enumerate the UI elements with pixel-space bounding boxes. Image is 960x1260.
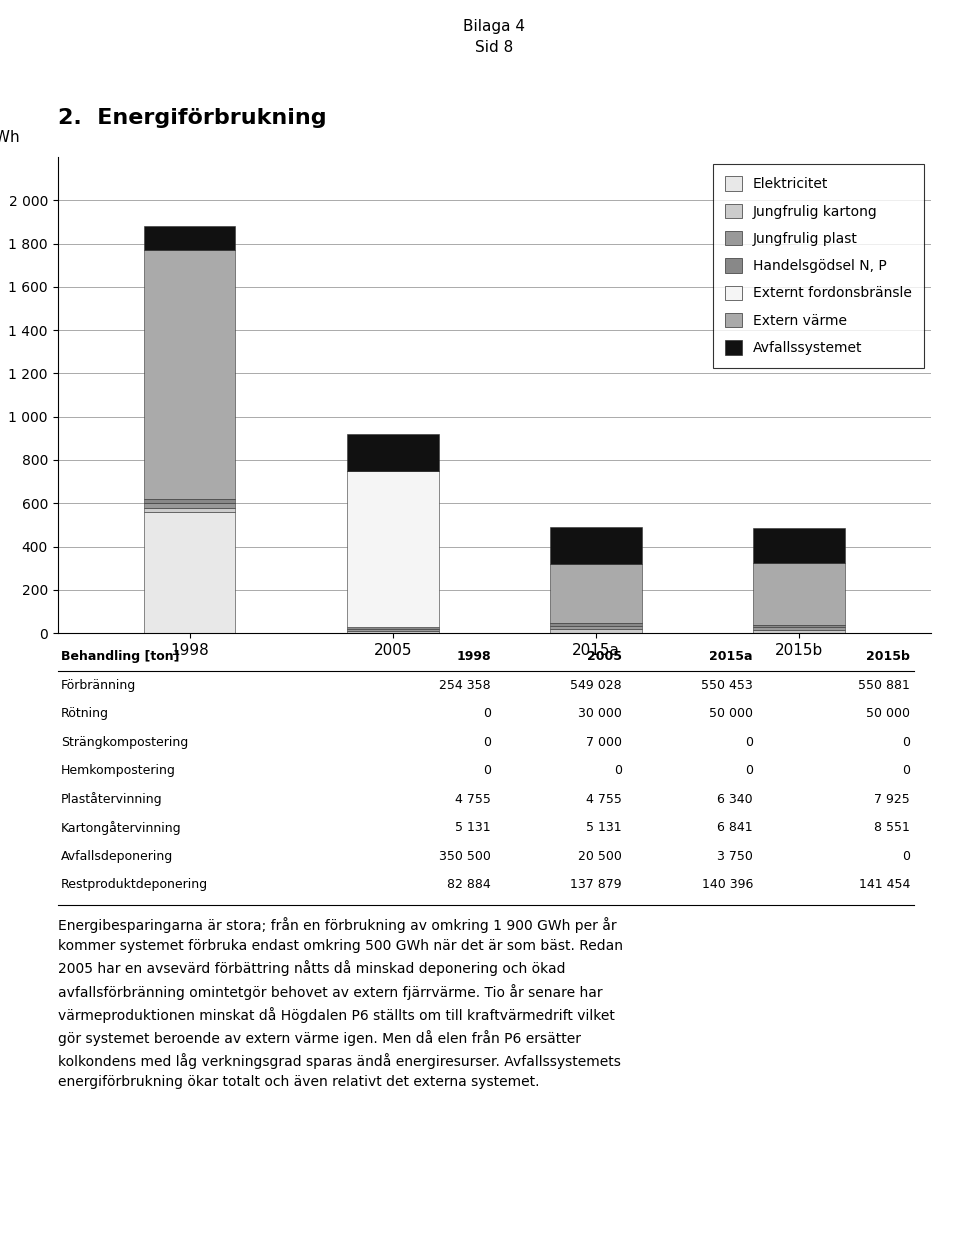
Text: 0: 0 (483, 765, 491, 777)
Text: Strängkompostering: Strängkompostering (61, 736, 188, 748)
Text: 2.  Energiförbrukning: 2. Energiförbrukning (58, 107, 326, 127)
Legend: Elektricitet, Jungfrulig kartong, Jungfrulig plast, Handelsgödsel N, P, Externt : Elektricitet, Jungfrulig kartong, Jungfr… (712, 164, 924, 368)
Text: 6 340: 6 340 (717, 793, 753, 805)
Bar (144, 227, 235, 249)
Bar (550, 564, 641, 624)
Text: 0: 0 (483, 707, 491, 721)
Bar (550, 527, 641, 564)
Text: Förbränning: Förbränning (61, 679, 136, 692)
Text: 8 551: 8 551 (875, 822, 910, 834)
Text: Energibesparingarna är stora; från en förbrukning av omkring 1 900 GWh per år
ko: Energibesparingarna är stora; från en fö… (58, 917, 623, 1089)
Text: 2015b: 2015b (866, 650, 910, 664)
Text: Avfallsdeponering: Avfallsdeponering (61, 849, 174, 863)
Bar (550, 629, 641, 633)
Text: 140 396: 140 396 (702, 878, 753, 891)
Bar (348, 626, 439, 629)
Text: 5 131: 5 131 (455, 822, 491, 834)
Bar (754, 627, 845, 630)
Text: 20 500: 20 500 (578, 849, 622, 863)
Bar (348, 631, 439, 633)
Text: 0: 0 (745, 765, 753, 777)
Bar (754, 630, 845, 633)
Bar (144, 512, 235, 633)
Text: 137 879: 137 879 (570, 878, 622, 891)
Text: 82 884: 82 884 (447, 878, 491, 891)
Text: 7 925: 7 925 (875, 793, 910, 805)
Text: 50 000: 50 000 (866, 707, 910, 721)
Text: Bilaga 4
Sid 8: Bilaga 4 Sid 8 (464, 19, 525, 55)
Text: 254 358: 254 358 (440, 679, 491, 692)
Text: 0: 0 (902, 765, 910, 777)
Text: 0: 0 (902, 849, 910, 863)
Text: 2015a: 2015a (709, 650, 753, 664)
Bar (754, 625, 845, 627)
Bar (348, 629, 439, 631)
Bar (550, 626, 641, 629)
Text: 0: 0 (745, 736, 753, 748)
Text: Kartongåtervinning: Kartongåtervinning (61, 820, 181, 834)
Text: Rötning: Rötning (61, 707, 109, 721)
Text: 4 755: 4 755 (586, 793, 622, 805)
Text: 549 028: 549 028 (570, 679, 622, 692)
Text: 0: 0 (902, 736, 910, 748)
Text: 30 000: 30 000 (578, 707, 622, 721)
Text: 2005: 2005 (587, 650, 622, 664)
Text: Behandling [ton]: Behandling [ton] (61, 650, 180, 664)
Bar (348, 433, 439, 471)
Text: 5 131: 5 131 (587, 822, 622, 834)
Bar (144, 249, 235, 499)
Bar (550, 624, 641, 626)
Bar (754, 563, 845, 625)
Bar (144, 508, 235, 512)
Text: Plaståtervinning: Plaståtervinning (61, 793, 162, 806)
Text: 7 000: 7 000 (586, 736, 622, 748)
Text: GWh: GWh (0, 130, 20, 145)
Bar (144, 503, 235, 508)
Text: 0: 0 (483, 736, 491, 748)
Text: 550 881: 550 881 (858, 679, 910, 692)
Bar (754, 528, 845, 563)
Text: 3 750: 3 750 (717, 849, 753, 863)
Text: Restproduktdeponering: Restproduktdeponering (61, 878, 208, 891)
Text: 1998: 1998 (456, 650, 491, 664)
Bar (144, 499, 235, 503)
Text: 141 454: 141 454 (859, 878, 910, 891)
Text: 350 500: 350 500 (439, 849, 491, 863)
Bar (348, 471, 439, 626)
Text: Hemkompostering: Hemkompostering (61, 765, 176, 777)
Text: 4 755: 4 755 (455, 793, 491, 805)
Text: 0: 0 (614, 765, 622, 777)
Text: 6 841: 6 841 (717, 822, 753, 834)
Text: 50 000: 50 000 (709, 707, 753, 721)
Text: 550 453: 550 453 (701, 679, 753, 692)
